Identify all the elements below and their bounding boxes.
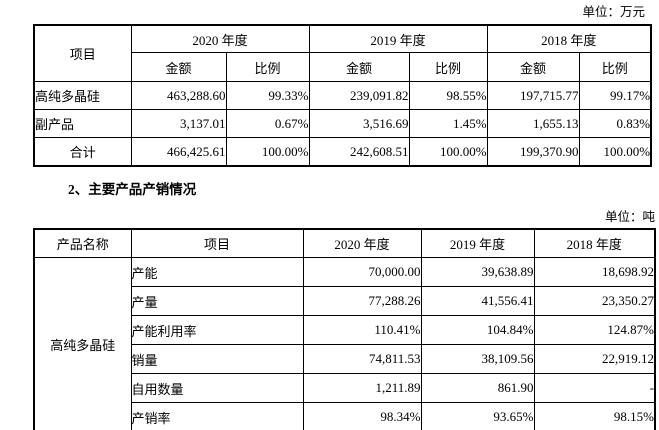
header-year-2019: 2019 年度 — [420, 228, 535, 258]
value-cell: 38,109.56 — [420, 344, 535, 374]
value-cell: 3,137.01 — [130, 109, 227, 138]
value-cell: 77,288.26 — [302, 286, 422, 316]
value-cell: 124.87% — [533, 315, 656, 345]
value-cell: 3,516.69 — [308, 109, 410, 138]
table-row-sales-volume: 销量 74,811.53 38,109.56 22,919.12 — [34, 344, 656, 374]
value-cell: 70,000.00 — [302, 257, 422, 287]
value-cell: 197,715.77 — [486, 81, 580, 110]
value-cell: 239,091.82 — [308, 81, 410, 110]
header-year-2019: 2019 年度 — [308, 24, 488, 53]
table-row-output: 产量 77,288.26 41,556.41 23,350.27 — [34, 286, 656, 316]
value-cell: 0.83% — [578, 109, 652, 138]
value-cell: 41,556.41 — [420, 286, 535, 316]
value-cell: 1,211.89 — [302, 373, 422, 403]
header-item: 项目 — [33, 24, 132, 82]
table-row-capacity: 高纯多晶硅 产能 70,000.00 39,638.89 18,698.92 — [33, 257, 656, 430]
total-label-cell: 合计 — [33, 137, 132, 167]
value-cell: 1,655.13 — [486, 109, 580, 138]
item-cell: 副产品 — [33, 109, 132, 138]
value-cell: - — [533, 373, 656, 403]
table-row-self-use: 自用数量 1,211.89 861.90 - — [34, 373, 656, 403]
header-ratio-2019: 比例 — [408, 52, 488, 82]
value-cell: 104.84% — [420, 315, 535, 345]
value-cell: 98.15% — [533, 402, 656, 430]
item-cell: 销量 — [130, 344, 304, 374]
production-sales-table: 产品名称 项目 2020 年度 2019 年度 2018 年度 高纯多晶硅 产能… — [33, 228, 656, 430]
header-ratio-2018: 比例 — [578, 52, 652, 82]
total-value-cell: 466,425.61 — [130, 137, 227, 167]
total-value-cell: 199,370.90 — [486, 137, 580, 167]
item-cell: 产量 — [130, 286, 304, 316]
value-cell: 98.55% — [408, 81, 488, 110]
value-cell: 39,638.89 — [420, 257, 535, 287]
value-cell: 23,350.27 — [533, 286, 656, 316]
header-year-2020: 2020 年度 — [130, 24, 310, 53]
item-cell: 产能利用率 — [130, 315, 304, 345]
header-year-2018: 2018 年度 — [486, 24, 652, 53]
product-name-cell: 高纯多晶硅 — [33, 257, 132, 430]
revenue-composition-table: 项目 2020 年度 2019 年度 2018 年度 金额 比例 金额 比例 金… — [33, 24, 653, 167]
header-amount-2020: 金额 — [130, 52, 227, 82]
value-cell: 110.41% — [302, 315, 422, 345]
total-value-cell: 242,608.51 — [308, 137, 410, 167]
total-value-cell: 100.00% — [225, 137, 310, 167]
header-amount-2018: 金额 — [486, 52, 580, 82]
header-amount-2019: 金额 — [308, 52, 410, 82]
item-cell: 产能 — [130, 257, 304, 287]
value-cell: 98.34% — [302, 402, 422, 430]
item-cell: 高纯多晶硅 — [33, 81, 132, 110]
section-heading: 2、主要产品产销情况 — [68, 182, 197, 197]
header-ratio-2020: 比例 — [225, 52, 310, 82]
total-value-cell: 100.00% — [408, 137, 488, 167]
table-row-sales-ratio: 产销率 98.34% 93.65% 98.15% — [34, 402, 656, 430]
value-cell: 463,288.60 — [130, 81, 227, 110]
header-item: 项目 — [130, 228, 304, 258]
item-cell: 自用数量 — [130, 373, 304, 403]
header-year-2020: 2020 年度 — [302, 228, 422, 258]
unit-label-ton: 单位：吨 — [604, 210, 655, 224]
value-cell: 861.90 — [420, 373, 535, 403]
value-cell: 18,698.92 — [533, 257, 656, 287]
value-cell: 22,919.12 — [533, 344, 656, 374]
table-row-total: 合计 466,425.61 100.00% 242,608.51 100.00%… — [33, 137, 652, 167]
table-row-byproduct: 副产品 3,137.01 0.67% 3,516.69 1.45% 1,655.… — [33, 109, 652, 138]
table-row-utilization: 产能利用率 110.41% 104.84% 124.87% — [34, 315, 656, 345]
unit-label-wanyuan: 单位：万元 — [582, 5, 645, 19]
total-value-cell: 100.00% — [578, 137, 652, 167]
value-cell: 0.67% — [225, 109, 310, 138]
value-cell: 99.17% — [578, 81, 652, 110]
item-cell: 产销率 — [130, 402, 304, 430]
header-year-2018: 2018 年度 — [533, 228, 656, 258]
value-cell: 74,811.53 — [302, 344, 422, 374]
table-row-polysilicon: 高纯多晶硅 463,288.60 99.33% 239,091.82 98.55… — [33, 81, 652, 110]
header-product-name: 产品名称 — [33, 228, 132, 258]
value-cell: 99.33% — [225, 81, 310, 110]
value-cell: 1.45% — [408, 109, 488, 138]
value-cell: 93.65% — [420, 402, 535, 430]
